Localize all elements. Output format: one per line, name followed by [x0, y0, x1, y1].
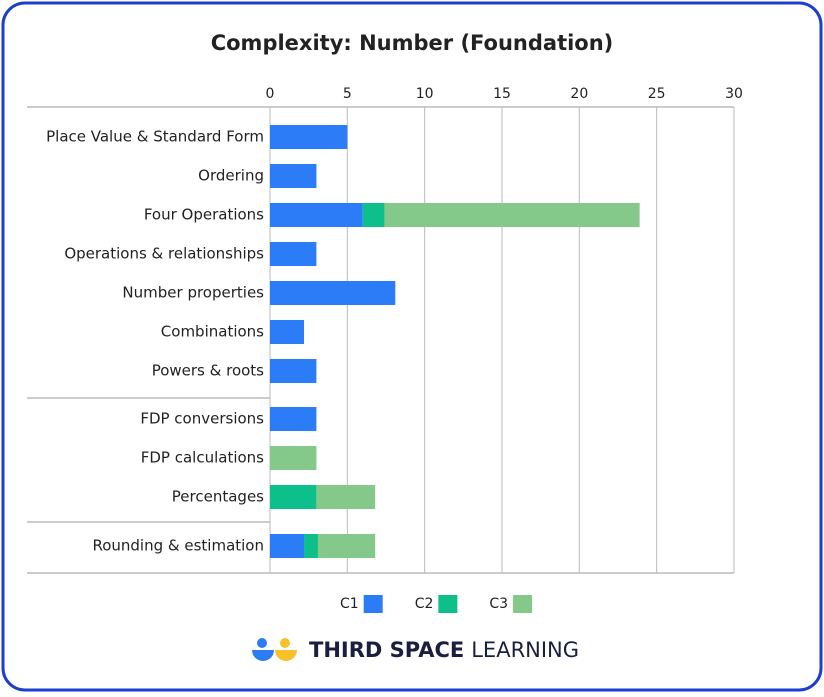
bar-segment	[270, 320, 305, 344]
x-tick-label: 5	[343, 86, 352, 102]
bar-segment	[384, 203, 640, 227]
chart-title: Complexity: Number (Foundation)	[211, 31, 614, 55]
x-tick-label: 10	[416, 86, 434, 102]
bar-segment	[270, 359, 317, 383]
y-tick-label: Percentages	[172, 488, 264, 506]
x-tick-label: 25	[648, 86, 666, 102]
y-tick-label: Four Operations	[144, 206, 264, 224]
bar-segment	[270, 534, 305, 558]
y-tick-label: FDP conversions	[140, 410, 264, 428]
bar-segment	[270, 125, 348, 149]
bar-segment	[270, 407, 317, 431]
bar-segment	[270, 203, 363, 227]
y-tick-label: Powers & roots	[152, 362, 264, 380]
brand-strong: THIRD SPACE	[309, 638, 464, 662]
legend-swatch	[363, 595, 383, 613]
bar-segment	[304, 534, 318, 558]
bar-segment	[270, 485, 317, 509]
bar-segment	[317, 534, 376, 558]
brand-logo	[252, 638, 297, 661]
bar-segment	[316, 485, 376, 509]
bar-segment	[362, 203, 385, 227]
y-tick-label: Rounding & estimation	[92, 537, 264, 555]
legend-swatch	[513, 595, 533, 613]
legend-label: C1	[340, 596, 359, 612]
bar-segment	[270, 164, 317, 188]
y-tick-label: Ordering	[198, 167, 264, 185]
y-tick-label: Combinations	[161, 323, 264, 341]
y-tick-label: FDP calculations	[141, 449, 264, 467]
bar-segment	[270, 242, 317, 266]
y-tick-label: Operations & relationships	[64, 245, 264, 263]
bar-segment	[270, 446, 317, 470]
legend-label: C2	[415, 596, 434, 612]
x-tick-label: 20	[570, 86, 588, 102]
x-tick-label: 30	[725, 86, 743, 102]
y-tick-label: Number properties	[122, 284, 264, 302]
x-tick-label: 0	[266, 86, 275, 102]
y-tick-label: Place Value & Standard Form	[46, 128, 264, 146]
legend-swatch	[438, 595, 458, 613]
legend-label: C3	[489, 596, 508, 612]
bar-segment	[270, 281, 396, 305]
brand-light: LEARNING	[471, 638, 579, 662]
x-tick-label: 15	[493, 86, 511, 102]
